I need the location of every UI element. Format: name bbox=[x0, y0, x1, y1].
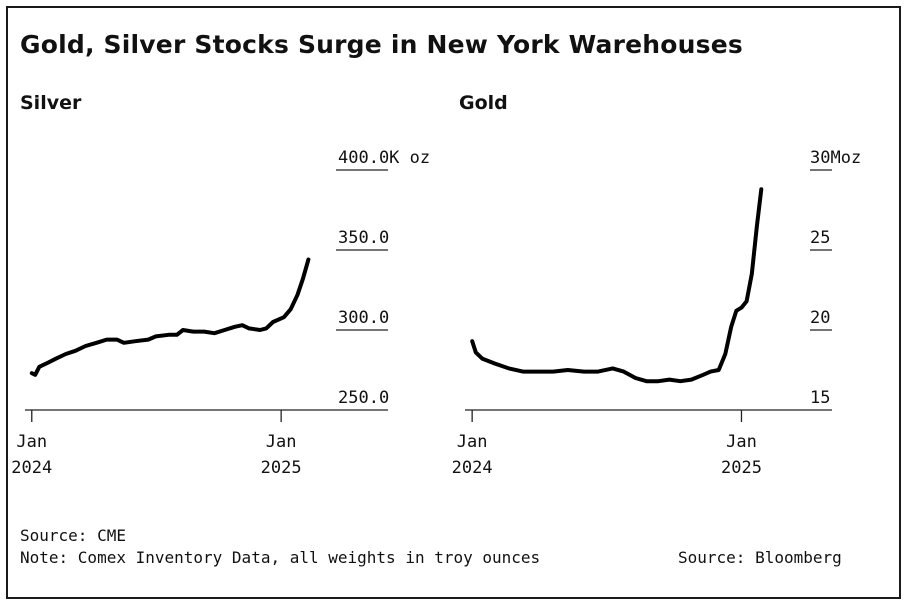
y-tick-label: 350.0 bbox=[338, 228, 389, 248]
chart-frame bbox=[6, 6, 901, 599]
x-tick-label: 2025 bbox=[721, 458, 762, 478]
y-tick-label: 250.0 bbox=[338, 388, 389, 408]
x-tick-label: Jan bbox=[266, 432, 297, 452]
silver-panel-title: Silver bbox=[20, 92, 82, 114]
y-tick-label: 15 bbox=[810, 388, 830, 408]
x-tick-label: 2024 bbox=[452, 458, 493, 478]
footnote: Note: Comex Inventory Data, all weights … bbox=[20, 548, 541, 567]
series-line bbox=[470, 187, 764, 384]
silver-chart: 400.0K oz 350.0 300.0 250.0 Jan 2024 Jan 2025 bbox=[11, 148, 430, 478]
credit-note: Source: Bloomberg bbox=[678, 548, 842, 567]
page-title: Gold, Silver Stocks Surge in New York Wa… bbox=[20, 30, 743, 59]
y-tick-label: 25 bbox=[810, 228, 830, 248]
x-tick-label: Jan bbox=[457, 432, 488, 452]
y-tick-label: 300.0 bbox=[338, 308, 389, 328]
x-tick-label: 2024 bbox=[11, 458, 52, 478]
y-tick-label: 400.0K oz bbox=[338, 148, 430, 168]
y-tick-label: 20 bbox=[810, 308, 830, 328]
gold-panel-title: Gold bbox=[459, 92, 508, 114]
x-tick-label: Jan bbox=[726, 432, 757, 452]
y-tick-label: 30Moz bbox=[810, 148, 861, 168]
x-tick-label: 2025 bbox=[261, 458, 302, 478]
x-tick-label: Jan bbox=[16, 432, 47, 452]
series-line bbox=[29, 257, 311, 377]
gold-chart: 30Moz 25 20 15 Jan 2024 Jan 2025 bbox=[452, 148, 862, 478]
source-note: Source: CME bbox=[20, 526, 126, 545]
